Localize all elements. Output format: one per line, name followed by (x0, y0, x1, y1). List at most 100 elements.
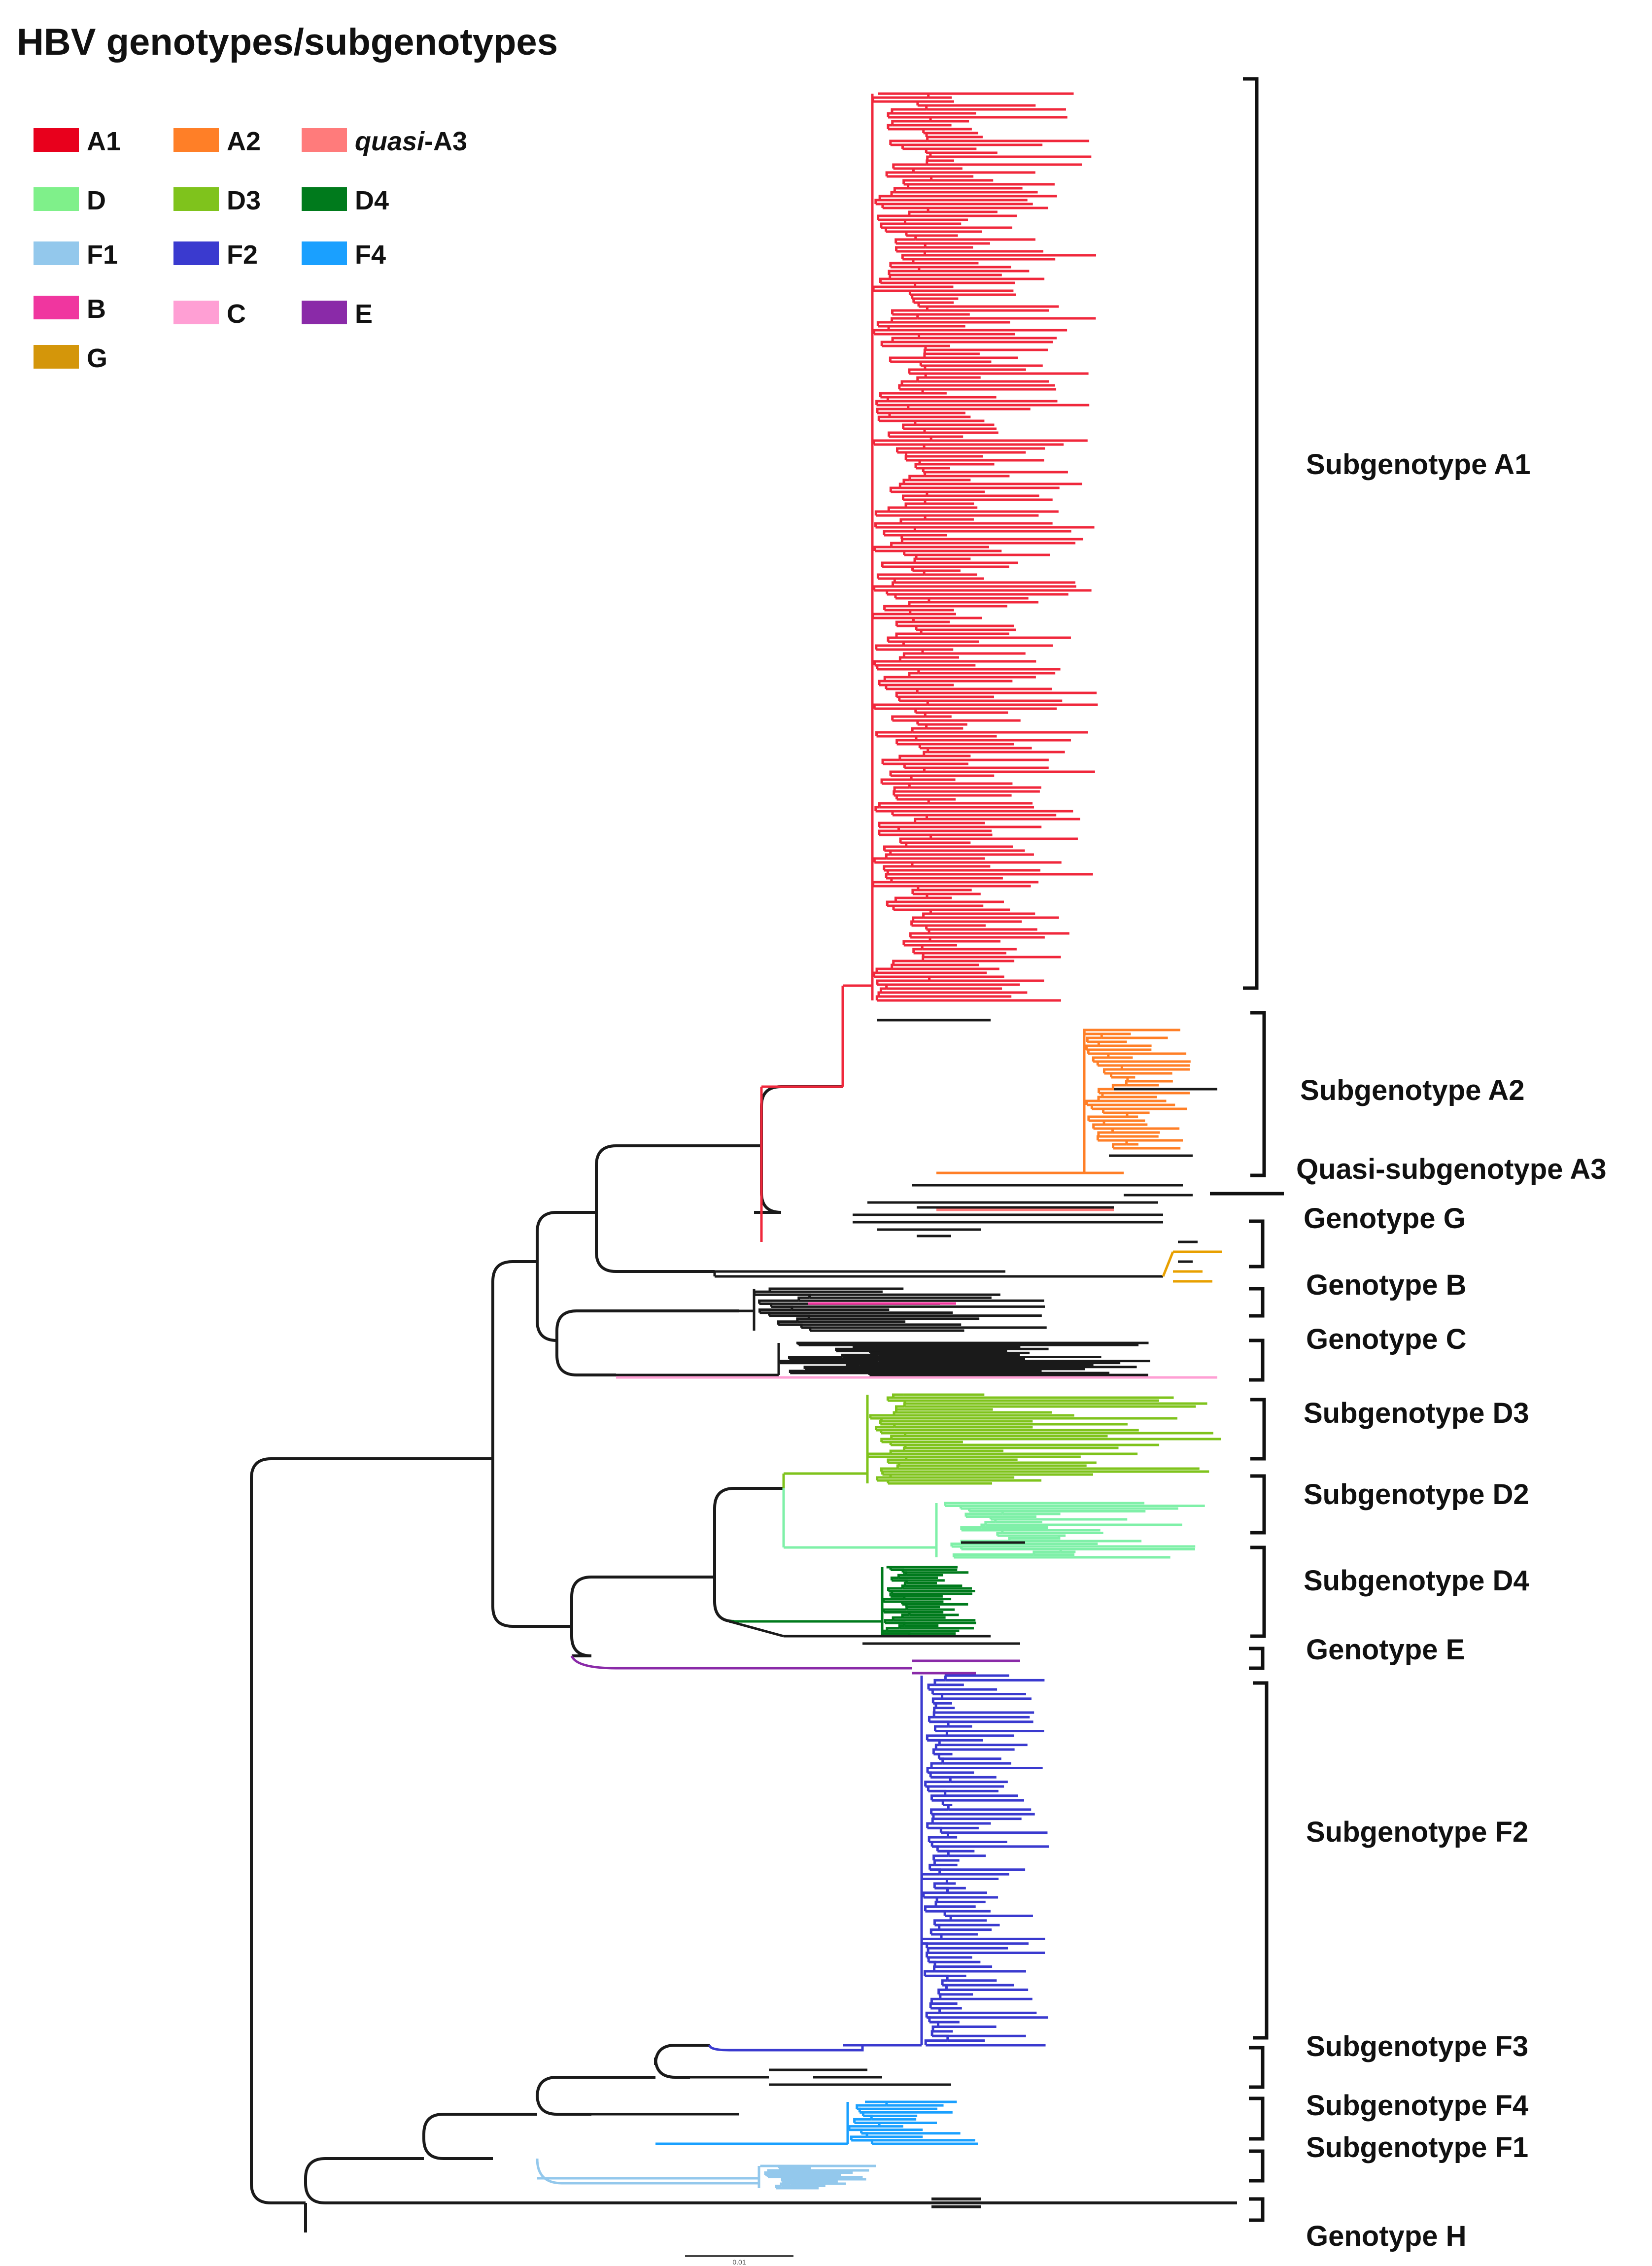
internal-branch (891, 108, 927, 113)
internal-branch (788, 1355, 843, 1359)
internal-branch (928, 1789, 947, 1796)
internal-branch (879, 684, 888, 689)
internal-branch (929, 1841, 933, 1847)
internal-branch (926, 1734, 947, 1741)
internal-branch (952, 1553, 1034, 1557)
internal-branch (928, 1771, 932, 1778)
internal-branch (790, 1372, 871, 1375)
internal-branch (896, 695, 901, 701)
internal-branch (887, 904, 895, 910)
internal-branch (910, 920, 913, 926)
internal-branch (886, 687, 919, 693)
internal-branch (880, 281, 917, 287)
internal-branch (1087, 1103, 1093, 1109)
clade-label: Quasi-subgenotype A3 (1296, 1153, 1607, 1185)
internal-branch (912, 948, 923, 953)
internal-branch (991, 1518, 997, 1522)
internal-branch (778, 1323, 803, 1328)
internal-branch (904, 766, 926, 772)
internal-branch (1093, 1127, 1114, 1133)
internal-branch (908, 210, 929, 216)
internal-branch (881, 1470, 884, 1475)
internal-branch (888, 270, 919, 275)
internal-branch (798, 1343, 877, 1347)
internal-branch (874, 975, 931, 981)
internal-branch (889, 435, 932, 441)
internal-branch (1111, 1076, 1129, 1081)
internal-branch (801, 1326, 812, 1331)
internal-branch (894, 896, 927, 902)
internal-branch (875, 967, 892, 973)
internal-branch (883, 865, 912, 870)
internal-branch (758, 1308, 792, 1313)
internal-branch (923, 471, 927, 476)
tree-clades (536, 92, 1222, 2190)
internal-branch (759, 1311, 771, 1316)
internal-branch (876, 404, 910, 409)
internal-branch (899, 518, 926, 523)
internal-branch (881, 226, 887, 232)
internal-branch (883, 605, 909, 610)
internal-branch (883, 762, 906, 768)
internal-branch (887, 112, 892, 117)
internal-branch (872, 439, 931, 445)
internal-branch (908, 368, 925, 374)
internal-branch (887, 636, 897, 642)
internal-branch (895, 739, 917, 744)
internal-branch (880, 1438, 892, 1442)
internal-branch (889, 486, 900, 492)
internal-branch (929, 1720, 950, 1727)
internal-branch (908, 672, 919, 677)
internal-branch (933, 1965, 936, 1971)
internal-branch (886, 1566, 892, 1570)
internal-branch (896, 250, 926, 255)
internal-branch (934, 1923, 941, 1930)
internal-branch (932, 1748, 936, 1754)
internal-branch (944, 1674, 947, 1681)
internal-branch (929, 1960, 936, 1967)
internal-branch (877, 983, 888, 989)
internal-branch (1111, 1084, 1127, 1089)
internal-branch (1098, 1064, 1123, 1069)
internal-branch (917, 104, 928, 109)
root-branch (250, 1457, 493, 2204)
internal-branch (880, 341, 893, 346)
clade-label: Subgenotype D4 (1304, 1565, 1529, 1597)
internal-branch (915, 711, 927, 717)
clade-label: Genotype H (1306, 2220, 1467, 2252)
internal-branch (895, 242, 927, 247)
internal-branch (878, 92, 930, 98)
internal-branch (902, 179, 931, 184)
internal-branch (937, 1989, 947, 1994)
internal-branch (879, 825, 900, 831)
internal-branch (1086, 1048, 1090, 1054)
backbone-branch (304, 2157, 434, 2204)
internal-branch (891, 317, 918, 322)
internal-branch (932, 2034, 949, 2041)
internal-branch (904, 502, 926, 508)
internal-branch (875, 810, 894, 815)
internal-branch (930, 1808, 949, 1815)
backbone-branch (422, 2113, 537, 2160)
internal-branch (1125, 1080, 1128, 1085)
internal-branch (877, 991, 881, 996)
internal-branch (909, 372, 927, 378)
internal-branch (1088, 1052, 1110, 1058)
clade-bracket (1249, 1219, 1265, 1269)
internal-branch (1092, 1123, 1104, 1129)
internal-branch (903, 183, 910, 188)
internal-branch (895, 620, 914, 626)
internal-branch (927, 2016, 931, 2023)
f3-tips (690, 2068, 951, 2086)
internal-branch (874, 806, 880, 811)
internal-branch (887, 1458, 906, 1463)
clade-bracket (1243, 77, 1259, 990)
internal-branch (901, 1584, 905, 1589)
internal-branch (930, 1762, 943, 1768)
internal-branch (923, 1896, 938, 1902)
internal-branch (902, 423, 915, 429)
internal-branch (937, 1850, 950, 1856)
clade-d4 (729, 1566, 976, 1638)
internal-branch (874, 333, 921, 338)
backbone-branch (713, 1487, 784, 1623)
